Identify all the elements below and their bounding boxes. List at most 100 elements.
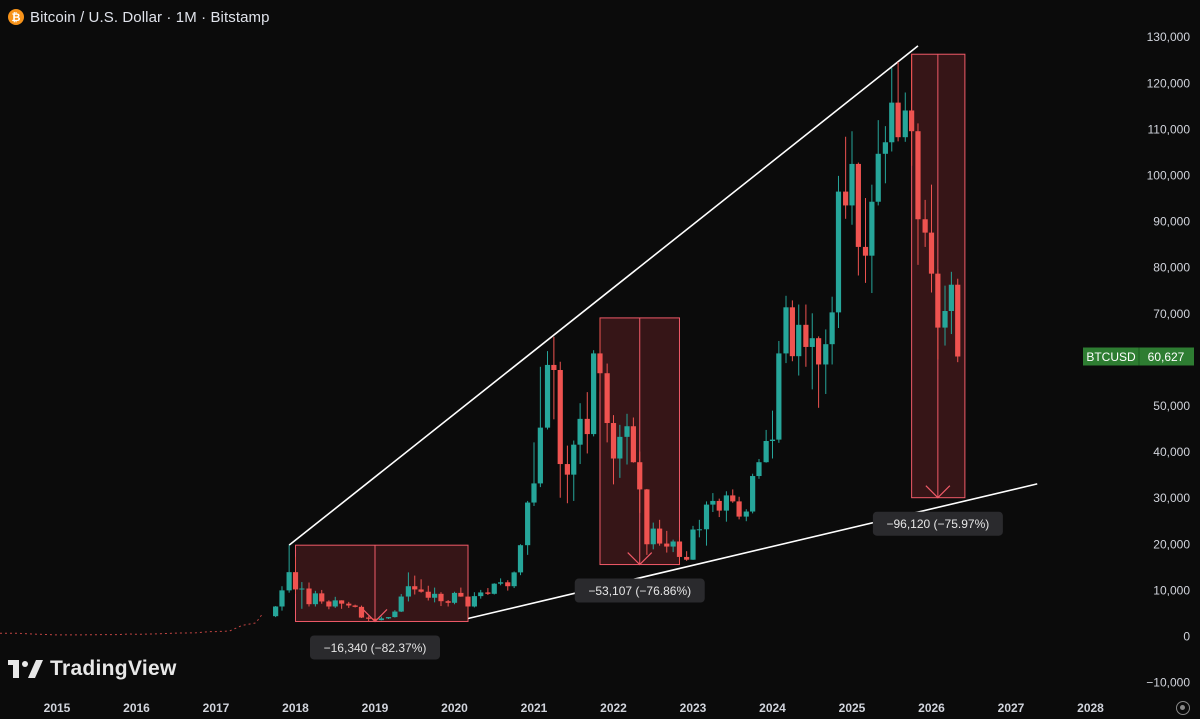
candle-body — [544, 364, 551, 428]
candle-body — [743, 511, 749, 517]
y-tick-label: 100,000 — [1147, 169, 1191, 183]
candle-body — [306, 588, 312, 605]
candle-body — [471, 596, 477, 607]
x-tick-label: 2015 — [44, 701, 71, 715]
candle-body — [299, 588, 305, 590]
candle-body — [286, 572, 292, 591]
x-tick-label: 2016 — [123, 701, 150, 715]
candle-body — [398, 596, 404, 612]
candle-body — [684, 556, 690, 560]
candle — [690, 525, 696, 560]
candle-body — [716, 500, 722, 511]
tradingview-logo-icon — [8, 660, 43, 678]
candle — [432, 587, 438, 603]
candle — [425, 585, 431, 601]
price-tag-symbol: BTCUSD — [1086, 350, 1136, 364]
candle-body — [736, 501, 742, 517]
candle — [412, 575, 418, 595]
candle — [531, 442, 537, 506]
candle — [763, 429, 769, 463]
candle — [306, 582, 312, 607]
x-tick-label: 2022 — [600, 701, 627, 715]
candle — [756, 458, 762, 479]
candles — [273, 54, 961, 622]
x-tick-label: 2024 — [759, 701, 786, 715]
drawdown-labels: −16,340 (−82.37%) −53,107 (−76.86%) −96,12… — [310, 511, 1003, 660]
drawdown-box-1 — [295, 544, 469, 622]
candle — [511, 571, 517, 589]
candle — [299, 582, 305, 609]
candle-body — [862, 246, 869, 256]
candle-body — [783, 307, 789, 354]
candle — [445, 600, 451, 607]
candle-body — [796, 324, 802, 357]
candle-body — [326, 601, 332, 607]
candle — [816, 336, 822, 408]
candle-body — [816, 338, 822, 365]
candle-body — [823, 344, 829, 365]
candle — [346, 601, 352, 608]
candle-body — [630, 426, 636, 463]
candle — [584, 392, 590, 454]
candle — [736, 496, 742, 520]
y-tick-label: 20,000 — [1153, 537, 1190, 551]
candle-body — [485, 592, 491, 594]
candle — [849, 131, 855, 225]
tradingview-logo[interactable]: TradingView — [8, 655, 177, 683]
candle — [471, 592, 477, 608]
candle-body — [505, 582, 511, 587]
candle — [823, 329, 829, 394]
candle-body — [843, 191, 849, 206]
candle — [312, 590, 318, 607]
candle-body — [942, 310, 948, 328]
candle — [948, 271, 954, 335]
x-tick-label: 2027 — [998, 701, 1025, 715]
candle-body — [902, 110, 908, 138]
y-tick-label: −10,000 — [1146, 676, 1190, 690]
candle-body — [385, 617, 392, 619]
candle-body — [948, 284, 954, 311]
candle — [909, 54, 915, 166]
candle-body — [915, 131, 921, 220]
candle-body — [551, 364, 557, 371]
candle — [398, 594, 404, 613]
candle — [922, 199, 928, 247]
drawdown-arrowhead-2 — [627, 552, 653, 566]
x-tick-label: 2028 — [1077, 701, 1104, 715]
candle — [796, 304, 802, 376]
candle — [716, 498, 722, 518]
candle — [676, 537, 683, 565]
candle — [915, 123, 921, 265]
drawdown-label-bg — [310, 635, 440, 660]
candle-body — [855, 163, 861, 247]
candle — [326, 600, 332, 610]
x-tick-label: 2019 — [362, 701, 389, 715]
candle-body — [577, 418, 583, 445]
candle-body — [498, 582, 504, 584]
candle-body — [458, 592, 464, 597]
candle-body — [763, 440, 769, 463]
candle-body — [346, 603, 352, 606]
candle — [358, 605, 365, 619]
candle-body — [756, 462, 762, 477]
candle — [451, 591, 458, 605]
candle-body — [875, 153, 881, 202]
candle-body — [604, 373, 610, 424]
candle — [902, 92, 908, 142]
candle — [783, 295, 789, 364]
candle — [730, 489, 736, 503]
settings-icon[interactable] — [1176, 701, 1190, 715]
candle — [703, 501, 710, 546]
y-tick-label: 120,000 — [1147, 76, 1191, 90]
candle — [557, 361, 563, 498]
candle — [769, 410, 776, 459]
candle — [505, 580, 511, 591]
candle — [750, 473, 756, 514]
y-tick-label: 70,000 — [1153, 307, 1190, 321]
symbol-title[interactable]: Bitcoin / U.S. Dollar · 1M · Bitstamp — [30, 8, 270, 26]
candle-body — [803, 324, 809, 347]
candle-body — [412, 586, 418, 590]
candle — [610, 415, 617, 485]
